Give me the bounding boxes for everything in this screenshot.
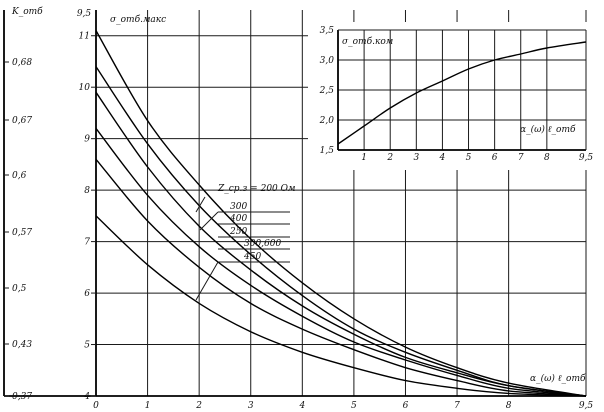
x-tick-label: 3 (248, 401, 254, 411)
x-tick-label: 1 (145, 401, 151, 411)
legend-leader (199, 211, 219, 231)
inset-title: σ_отб.ком (342, 36, 393, 47)
legend-title: Z_ср.з = 200 Ом (217, 184, 295, 194)
series-line-300 (95, 66, 587, 397)
main-curves (95, 30, 587, 397)
series-line-250 (95, 127, 587, 397)
inset-x-tick-label: 9,5 (579, 153, 594, 163)
y-left-axis-label: K_отб (11, 6, 43, 17)
series-line-200 (95, 30, 587, 397)
legend: Z_ср.з = 200 Ом 300 400 250 300,600 450 (195, 184, 295, 301)
inset-x-tick-label: 2 (386, 153, 393, 163)
inset-x-tick-label: 6 (492, 153, 498, 163)
y-right-tick-label: 9 (84, 135, 90, 145)
legend-item-300: 300 (230, 202, 247, 212)
inset-chart: 1 2 3 4 5 6 7 8 9,5 1,5 2,0 2,5 3,0 3,5 σ_отб.ком α_(ω)… (308, 22, 593, 170)
x-tick-label: 4 (298, 401, 305, 411)
inset-y-tick-label: 2,0 (319, 116, 335, 126)
inset-x-tick-label: 7 (518, 153, 524, 163)
y-left-tick-label: 0,43 (12, 340, 32, 350)
y-left-tick-label: 0,5 (12, 284, 27, 294)
x-tick-label: 5 (351, 401, 357, 411)
x-tick-label: 9,5 (579, 401, 594, 411)
x-tick-label: 2 (195, 401, 202, 411)
y-left-tick-label: 0,37 (12, 392, 32, 402)
y-right-axis-label: σ_отб.макс (110, 14, 166, 25)
inset-y-tick-label: 3,5 (320, 26, 335, 36)
y-right-tick-label: 8 (84, 186, 90, 196)
y-right-tick-label: 11 (79, 32, 90, 42)
inset-x-tick-label: 4 (439, 153, 446, 163)
legend-leader (195, 196, 206, 213)
legend-item-300-600: 300,600 (244, 239, 281, 249)
x-tick-label: 6 (403, 401, 409, 411)
legend-item-250: 250 (229, 227, 247, 237)
x-tick-label: 0 (93, 401, 99, 411)
y-right-tick-label: 6 (84, 289, 90, 299)
y-left-tick-label: 0,6 (12, 171, 27, 181)
x-tick-label: 8 (506, 401, 512, 411)
inset-y-tick-label: 1,5 (320, 146, 335, 156)
main-axes (3, 10, 586, 397)
y-left-tick-label: 0,57 (12, 228, 32, 238)
main-labels: 0 1 2 3 4 5 6 7 8 9,545678910119,50,680,670,60,57… (11, 6, 593, 411)
legend-item-450: 450 (243, 252, 261, 262)
series-line-300-600 (95, 158, 587, 397)
inset-series-line (337, 41, 587, 145)
legend-leader (195, 261, 219, 301)
y-top-label: 9,5 (77, 9, 92, 19)
series-line-400 (95, 91, 587, 397)
legend-item-400: 400 (229, 214, 247, 224)
x-axis-label: α_(ω) ℓ_отб (530, 373, 586, 384)
series-line-450 (95, 215, 587, 397)
inset-background (308, 22, 592, 170)
inset-x-axis-label: α_(ω) ℓ_отб (520, 124, 576, 135)
inset-y-tick-label: 3,0 (320, 56, 335, 66)
inset-x-tick-label: 3 (413, 153, 419, 163)
inset-x-tick-label: 8 (544, 153, 550, 163)
inset-x-tick-label: 5 (466, 153, 472, 163)
y-right-tick-label: 7 (84, 238, 90, 248)
y-right-tick-label: 5 (84, 341, 90, 351)
inset-x-tick-label: 1 (361, 153, 367, 163)
y-right-tick-label: 10 (79, 83, 91, 93)
y-right-tick-label: 4 (83, 392, 90, 402)
y-left-tick-label: 0,68 (12, 58, 32, 68)
inset-y-tick-label: 2,5 (319, 86, 335, 96)
x-tick-label: 7 (454, 401, 460, 411)
y-left-tick-label: 0,67 (12, 116, 32, 126)
